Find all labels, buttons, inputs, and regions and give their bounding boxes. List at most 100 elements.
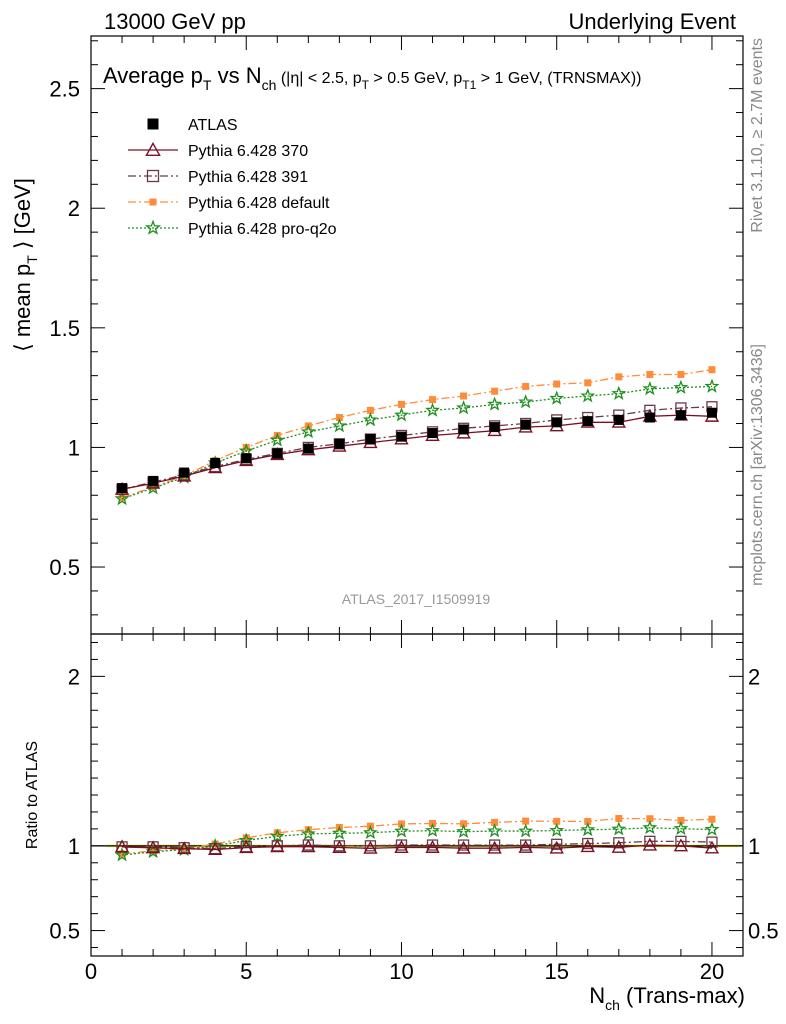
- svg-text:⟨ mean pT ⟩ [GeV]: ⟨ mean pT ⟩ [GeV]: [10, 178, 40, 352]
- legend-label-pythia-6-428-default: Pythia 6.428 default: [188, 195, 330, 212]
- ratio-point-pythia-6-428-pro-q2o: [425, 822, 440, 837]
- legend-label-pythia-6-428-pro-q2o: Pythia 6.428 pro-q2o: [188, 221, 337, 238]
- ratio-point-pythia-6-428-370: [549, 840, 564, 854]
- data-point-pythia-6-428-default: [429, 396, 437, 404]
- axis-ticks: [90, 36, 744, 956]
- x-tick-label: 5: [240, 959, 252, 984]
- data-point-atlas: [272, 448, 283, 459]
- ratio-y-axis-label: Ratio to ATLAS: [24, 741, 41, 849]
- ratio-point-pythia-6-428-pro-q2o: [518, 823, 534, 838]
- ratio-point-pythia-6-428-pro-q2o: [549, 822, 565, 837]
- ratio-point-pythia-6-428-391: [364, 840, 377, 852]
- ratio-point-pythia-6-428-391: [706, 836, 718, 848]
- y-tick-label: 1: [68, 435, 80, 460]
- ratio-point-pythia-6-428-391: [488, 839, 501, 851]
- chart-title: Average pT vs Nch (|η| < 2.5, pT > 0.5 G…: [103, 63, 642, 93]
- ratio-point-pythia-6-428-370: [425, 839, 440, 853]
- data-point-pythia-6-428-default: [646, 370, 654, 378]
- data-point-pythia-6-428-default: [118, 494, 126, 502]
- data-point-pythia-6-428-pro-q2o: [114, 491, 130, 506]
- ratio-point-pythia-6-428-default: [460, 820, 468, 828]
- data-point-atlas: [644, 412, 655, 423]
- header-left-label: 13000 GeV pp: [104, 9, 246, 34]
- ratio-point-pythia-6-428-370: [239, 840, 254, 854]
- legend-marker-atlas: [147, 118, 159, 130]
- ratio-line-pythia-6-428-pro-q2o: [121, 827, 713, 856]
- data-point-pythia-6-428-default: [677, 370, 685, 378]
- data-point-atlas: [210, 457, 221, 468]
- x-tick-label: 10: [389, 959, 413, 984]
- data-point-pythia-6-428-pro-q2o: [269, 432, 285, 447]
- data-point-pythia-6-428-pro-q2o: [425, 402, 440, 417]
- y-tick-label: 2: [68, 196, 80, 221]
- ratio-point-pythia-6-428-391: [644, 835, 656, 847]
- legend-label-pythia-6-428-391: Pythia 6.428 391: [188, 169, 308, 186]
- ratio-point-pythia-6-428-default: [708, 815, 716, 823]
- data-point-pythia-6-428-pro-q2o: [456, 400, 472, 415]
- ratio-point-pythia-6-428-default: [242, 834, 250, 842]
- ratio-point-pythia-6-428-default: [149, 847, 157, 855]
- y-axis-label: ⟨ mean pT ⟩ [GeV]: [10, 178, 40, 352]
- data-point-pythia-6-428-default: [491, 387, 499, 395]
- y-tick-label: 1.5: [49, 316, 80, 341]
- data-point-atlas: [613, 414, 624, 425]
- data-point-pythia-6-428-default: [615, 373, 623, 381]
- x-axis-label: Nch (Trans-max): [589, 983, 745, 1013]
- ratio-point-pythia-6-428-370: [487, 840, 502, 854]
- ratio-point-pythia-6-428-370: [518, 839, 533, 853]
- ratio-line-pythia-6-428-370: [121, 844, 713, 851]
- ratio-point-pythia-6-428-pro-q2o: [704, 821, 720, 836]
- data-point-atlas: [179, 467, 190, 478]
- data-point-pythia-6-428-pro-q2o: [642, 380, 658, 396]
- data-point-pythia-6-428-pro-q2o: [704, 378, 720, 393]
- main-series-group: [114, 366, 720, 506]
- ratio-point-pythia-6-428-370: [704, 840, 720, 854]
- ratio-point-pythia-6-428-default: [584, 817, 592, 825]
- ratio-point-pythia-6-428-370: [301, 839, 316, 853]
- ratio-point-pythia-6-428-pro-q2o: [673, 820, 689, 835]
- analysis-label: ATLAS_2017_I1509919: [342, 591, 491, 607]
- y-tick-label: 2.5: [49, 77, 80, 102]
- ratio-point-pythia-6-428-default: [646, 815, 654, 823]
- data-point-pythia-6-428-pro-q2o: [487, 396, 503, 411]
- y-tick-label: 0.5: [49, 555, 80, 580]
- ratio-point-pythia-6-428-pro-q2o: [394, 823, 409, 838]
- rivet-version-label: Rivet 3.1.10, ≥ 2.7M events: [749, 38, 766, 233]
- legend-marker-pythia-6-428-pro-q2o: [144, 219, 162, 235]
- data-point-pythia-6-428-default: [584, 379, 592, 387]
- ratio-point-pythia-6-428-pro-q2o: [331, 825, 347, 840]
- ratio-point-pythia-6-428-default: [118, 850, 126, 858]
- data-point-pythia-6-428-pro-q2o: [331, 418, 347, 433]
- ratio-point-pythia-6-428-370: [176, 841, 192, 855]
- data-point-atlas: [582, 416, 593, 427]
- ratio-point-pythia-6-428-370: [270, 839, 285, 853]
- x-tick-label: 15: [544, 959, 568, 984]
- ratio-plot-frame: [90, 633, 744, 957]
- ratio-point-pythia-6-428-default: [273, 829, 281, 837]
- ratio-series-group: [114, 814, 720, 862]
- ratio-point-pythia-6-428-370: [332, 840, 347, 854]
- legend: ATLAS Pythia 6.428 370 Pythia 6.428 391 Pyt…: [128, 117, 337, 238]
- series-line-pythia-6-428-default: [121, 369, 713, 499]
- ratio-point-pythia-6-428-pro-q2o: [456, 823, 472, 839]
- data-point-pythia-6-428-default: [335, 414, 343, 422]
- x-tick-label: 0: [85, 959, 97, 984]
- data-point-pythia-6-428-pro-q2o: [611, 385, 627, 401]
- legend-label-pythia-6-428-370: Pythia 6.428 370: [188, 143, 308, 160]
- ratio-point-pythia-6-428-370: [363, 840, 378, 854]
- ratio-y-tick-label-right: 2: [748, 664, 760, 689]
- legend-marker-pythia-6-428-391: [146, 169, 160, 183]
- ratio-point-pythia-6-428-default: [522, 817, 530, 825]
- ratio-point-pythia-6-428-370: [611, 839, 626, 853]
- data-point-atlas: [489, 422, 500, 433]
- data-point-atlas: [303, 443, 314, 454]
- data-point-pythia-6-428-pro-q2o: [518, 394, 534, 409]
- data-point-pythia-6-428-default: [553, 380, 561, 388]
- data-point-atlas: [241, 453, 252, 464]
- ratio-point-pythia-6-428-default: [615, 814, 623, 822]
- ratio-point-pythia-6-428-370: [673, 838, 689, 852]
- ratio-point-pythia-6-428-default: [491, 818, 499, 826]
- ratio-point-pythia-6-428-default: [677, 816, 685, 824]
- data-point-atlas: [706, 407, 717, 418]
